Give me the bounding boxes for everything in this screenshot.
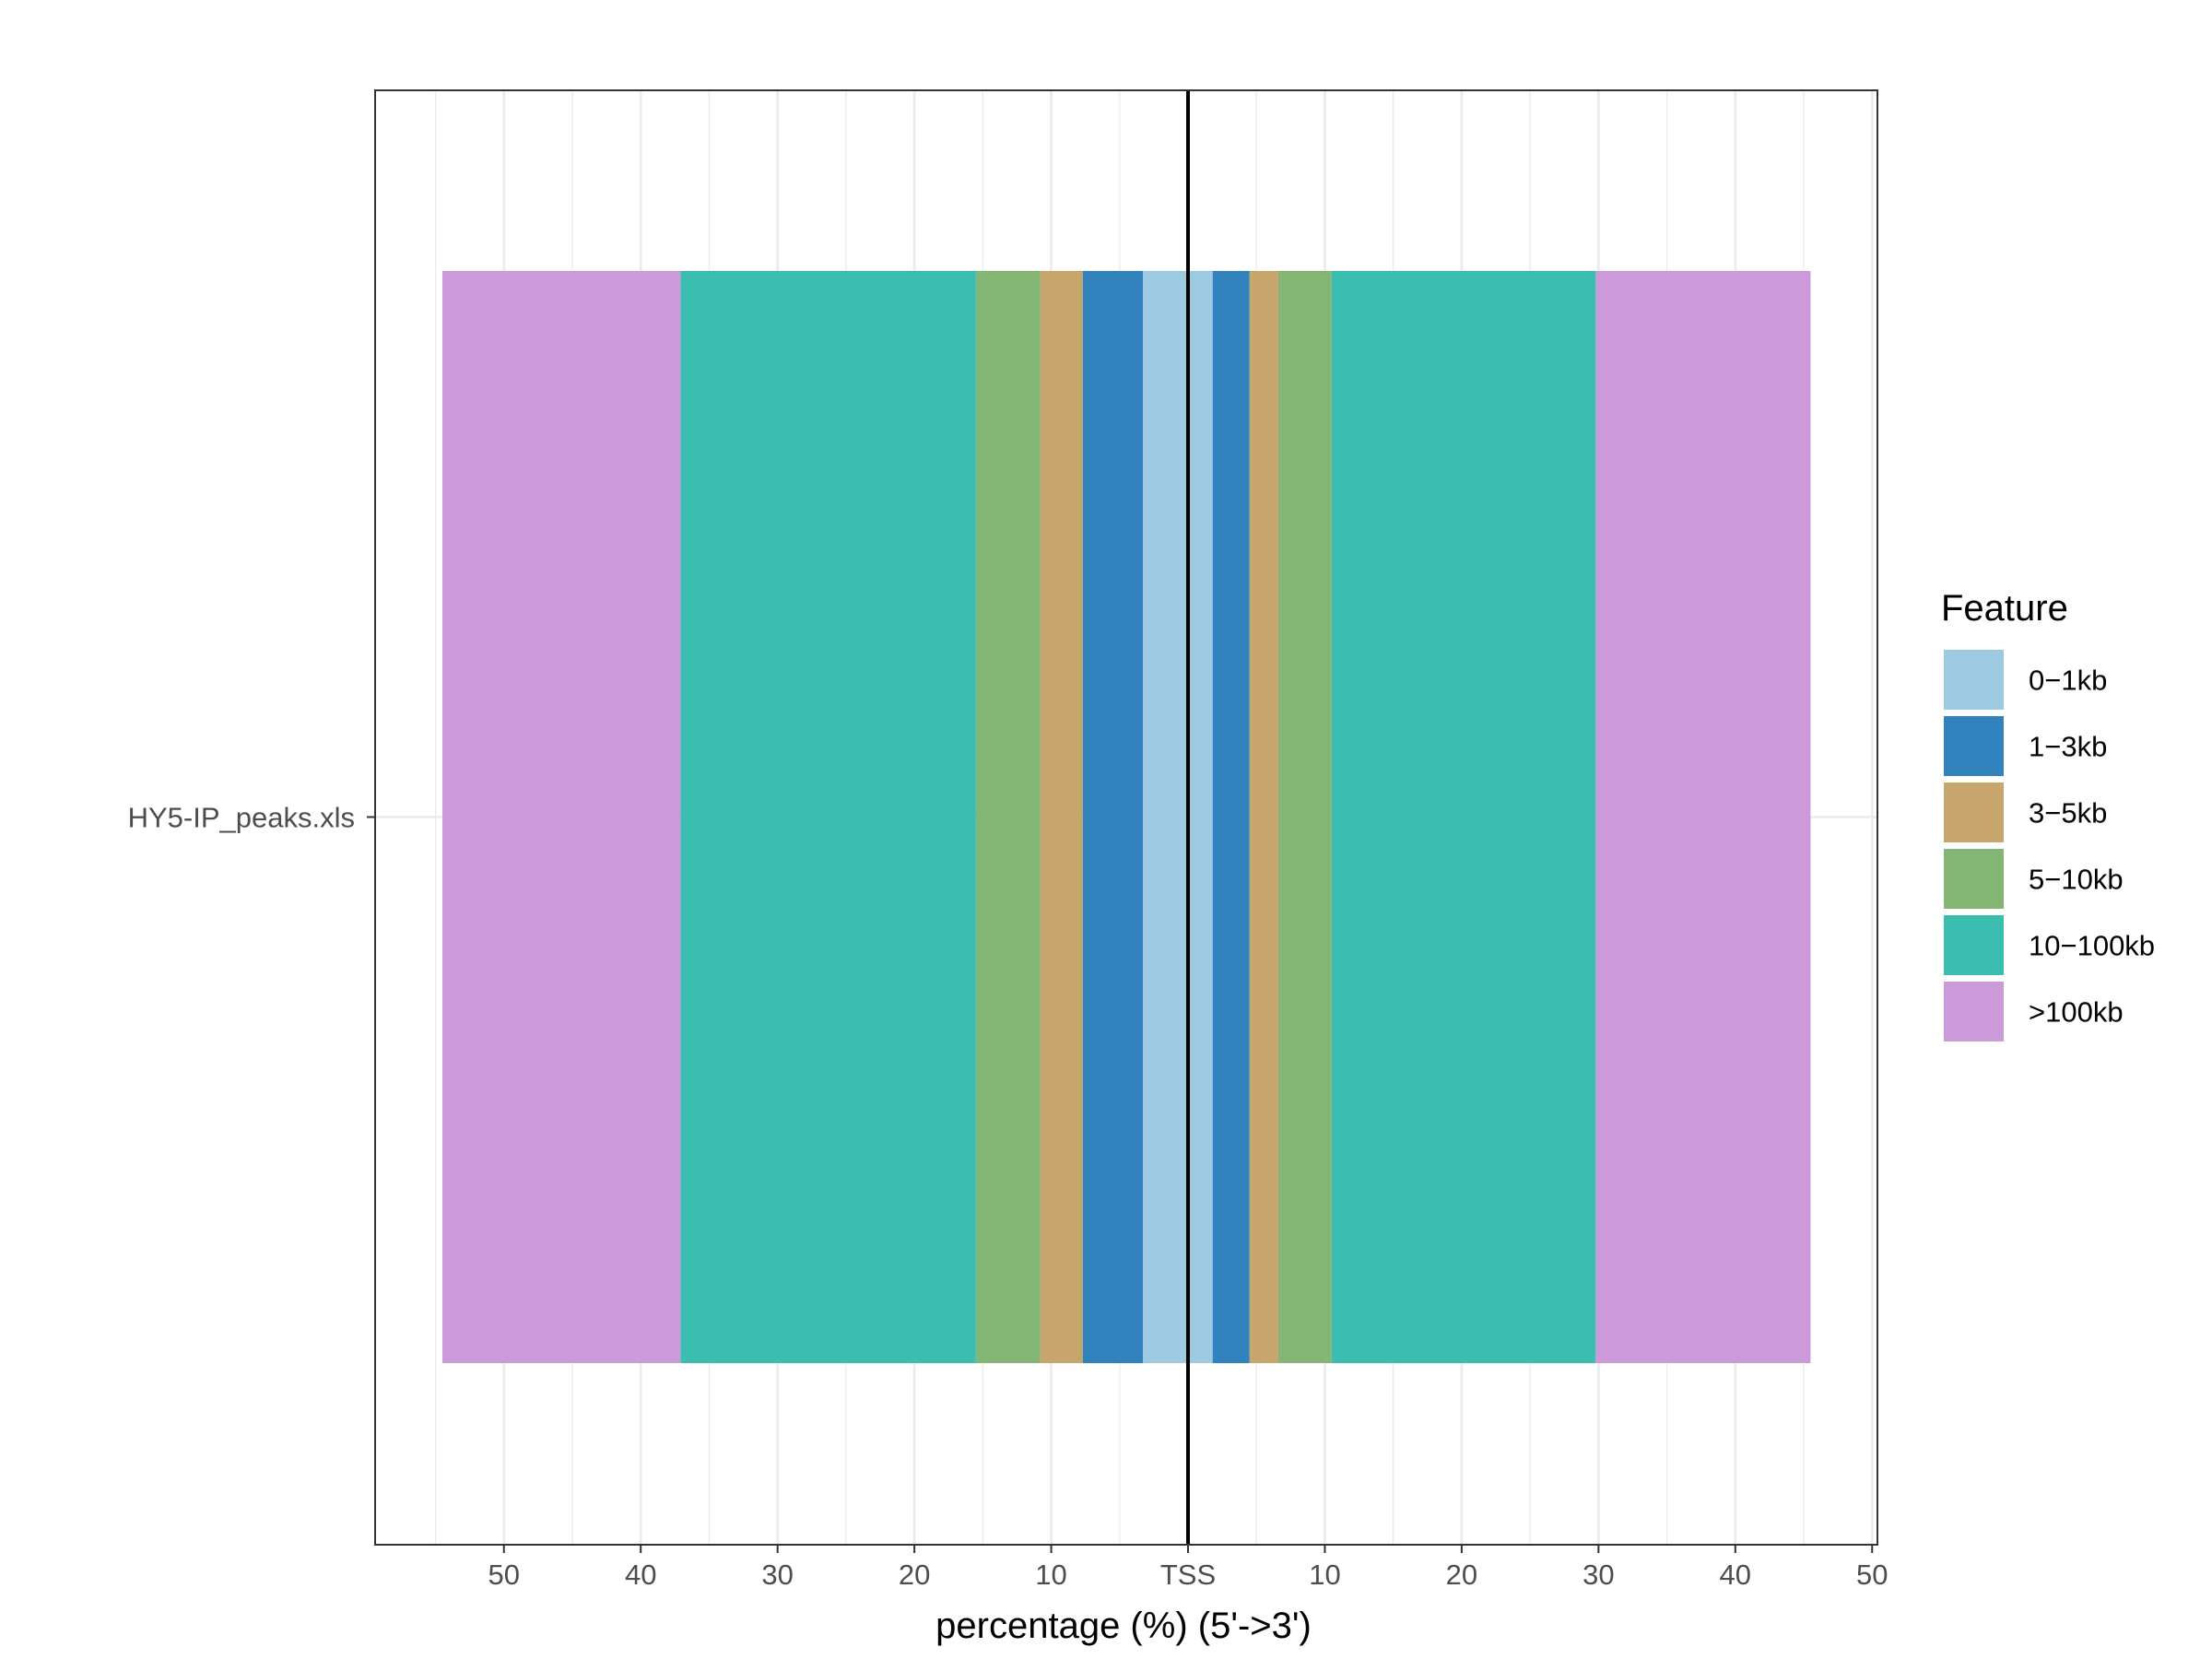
x-tick-label: 30 <box>761 1559 793 1591</box>
x-tick-label: 10 <box>1035 1559 1066 1591</box>
x-tick-label: 40 <box>1720 1559 1751 1591</box>
legend-key <box>1942 714 2006 778</box>
bar-downstream <box>1595 271 1811 1363</box>
legend-label: 1−3kb <box>2029 731 2107 763</box>
bars-layer <box>441 271 1811 1363</box>
legend: Feature 0−1kb 1−3kb 3−5kb 5−10kb 10−100kb >10… <box>1941 588 2155 1043</box>
bar-downstream <box>1188 271 1213 1363</box>
bar-downstream <box>1331 271 1596 1363</box>
legend-key <box>1942 980 2006 1043</box>
legend-key <box>1942 648 2006 712</box>
legend-label: 10−100kb <box>2029 930 2155 962</box>
legend-title: Feature <box>1941 588 2068 629</box>
x-tick-label: TSS <box>1160 1559 1216 1591</box>
legend-key <box>1942 847 2006 911</box>
bar-downstream <box>1212 271 1250 1363</box>
y-tick-label: HY5-IP_peaks.xls <box>128 802 355 834</box>
y-axis: HY5-IP_peaks.xls <box>128 802 375 834</box>
bar-upstream <box>680 271 976 1363</box>
x-tick-label: 10 <box>1309 1559 1340 1591</box>
bar-upstream <box>1040 271 1083 1363</box>
x-axis-title: percentage (%) (5'->3') <box>935 1606 1312 1646</box>
bar-upstream <box>1082 271 1144 1363</box>
bar-upstream <box>1143 271 1188 1363</box>
legend-label: >100kb <box>2029 996 2124 1029</box>
x-tick-label: 20 <box>899 1559 930 1591</box>
x-tick-label: 50 <box>1856 1559 1888 1591</box>
x-tick-label: 30 <box>1583 1559 1614 1591</box>
bar-downstream <box>1277 271 1332 1363</box>
x-tick-label: 20 <box>1446 1559 1477 1591</box>
x-tick-label: 50 <box>488 1559 520 1591</box>
bar-upstream <box>441 271 681 1363</box>
bar-upstream <box>975 271 1041 1363</box>
legend-label: 5−10kb <box>2029 864 2124 896</box>
legend-key <box>1942 781 2006 844</box>
legend-key <box>1942 913 2006 977</box>
x-axis: 50 40 30 20 10 TSS 10 20 30 40 50 <box>488 1545 1888 1591</box>
legend-label: 0−1kb <box>2029 665 2107 697</box>
x-tick-label: 40 <box>625 1559 656 1591</box>
bar-downstream <box>1249 271 1278 1363</box>
legend-label: 3−5kb <box>2029 797 2107 830</box>
